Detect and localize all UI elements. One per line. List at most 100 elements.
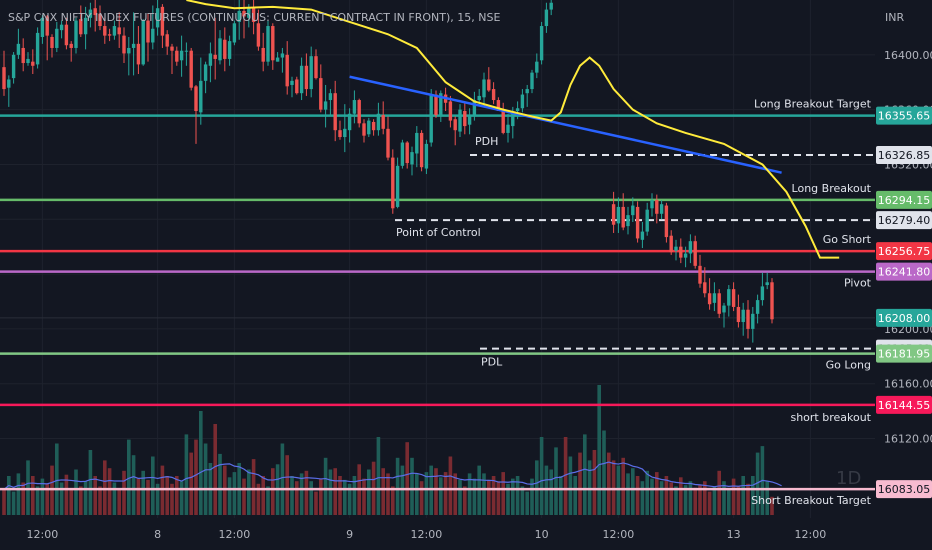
volume-bar [395, 457, 400, 515]
volume-bar [261, 476, 265, 515]
candle-body [352, 100, 357, 114]
candle-body [93, 8, 97, 16]
candle-body [491, 89, 496, 101]
grid [0, 0, 875, 518]
volume-bar [515, 476, 520, 515]
candle-body [79, 19, 83, 35]
volume-bar [635, 476, 640, 515]
trendline[interactable] [349, 75, 782, 174]
volume-bar [146, 479, 150, 515]
volume-bar [131, 455, 136, 515]
price-badge-text: 16355.65 [878, 110, 931, 123]
level-label: Go Long [826, 359, 871, 372]
candle-body [511, 112, 515, 127]
price-badge [876, 190, 932, 209]
price-badge-text: 16144.55 [878, 399, 931, 412]
volume-bar [103, 460, 107, 515]
candle-body [539, 26, 544, 61]
candle-body [127, 47, 131, 54]
volume-bar [511, 478, 515, 515]
volume-bar [141, 470, 145, 515]
volume-bar [98, 486, 102, 515]
volume-bar [127, 439, 131, 515]
volume-bar [203, 443, 208, 515]
volume-bar [194, 439, 198, 515]
candle-body [626, 215, 630, 227]
candle-body [155, 8, 160, 28]
candle-body [290, 80, 294, 85]
candle-body [107, 34, 112, 36]
volume-bar [16, 473, 21, 515]
volume-bar [501, 472, 505, 515]
candle-body [381, 115, 385, 129]
volume-bar [487, 479, 491, 515]
volume-bar [314, 491, 318, 515]
candle-body [429, 94, 433, 143]
volume-bar [712, 486, 717, 515]
volume-bar [549, 469, 553, 515]
volume-bar [7, 476, 11, 515]
candle-body [50, 37, 54, 48]
candle-body [391, 157, 395, 209]
price-badge [876, 146, 932, 165]
candle-body [645, 209, 649, 232]
candle-body [165, 34, 169, 47]
level-label: Go Short [823, 233, 872, 246]
candle-body [362, 123, 366, 136]
candle-body [405, 142, 409, 164]
candle-body [731, 289, 736, 307]
candle-body [218, 38, 222, 61]
volume-bar [155, 483, 160, 515]
candle-body [635, 206, 640, 239]
volume-bar [367, 469, 371, 515]
volume-bar [520, 486, 525, 515]
price-badges: 16355.65 16326.85 16294.15 16279.40 16256.75… [876, 106, 932, 499]
volume-bar [765, 481, 769, 515]
volume-bar [434, 468, 438, 515]
volume-bar [746, 483, 750, 515]
price-badge [876, 242, 932, 261]
candle-body [367, 120, 371, 135]
candle-body [664, 205, 669, 238]
candle-body [194, 86, 198, 111]
candle-body [7, 79, 11, 88]
x-tick-label: 12:00 [27, 528, 59, 541]
x-tick-labels: 12:00 8 12:00 9 12:00 10 12:00 13 12:00 [27, 528, 827, 541]
level-label: Long Breakout Target [754, 98, 872, 111]
volume-bar [280, 443, 285, 515]
volume-bar [179, 481, 184, 515]
volume-bar [79, 486, 83, 515]
volume-bar [688, 481, 693, 515]
candle-body [770, 282, 774, 320]
volume-bar [770, 496, 774, 515]
x-tick-label: 13 [727, 528, 741, 541]
volume-bar [443, 472, 448, 515]
candle-body [611, 204, 616, 225]
x-tick-label: 12:00 [795, 528, 827, 541]
candle-body [112, 26, 117, 36]
volume-bar [343, 479, 347, 515]
candle-body [703, 282, 707, 294]
candle-body [727, 289, 731, 306]
candle-body [98, 13, 102, 27]
candle-body [237, 10, 241, 22]
volume-bar [285, 455, 289, 515]
volume-ma-line [3, 461, 782, 490]
time-scale[interactable] [0, 518, 932, 550]
volume-bar [271, 468, 275, 515]
candle-body [467, 115, 472, 125]
volume-bar [583, 434, 587, 515]
volume-bar [122, 470, 126, 515]
volume-bar [698, 485, 702, 515]
candle-body [328, 93, 333, 101]
volume-bar [309, 481, 313, 515]
x-tick-label: 12:00 [603, 528, 635, 541]
candle-body [280, 53, 285, 58]
candle-body [501, 109, 505, 133]
candle-body [45, 16, 49, 36]
candle-body [26, 58, 30, 64]
price-badge [876, 395, 932, 414]
candle-body [256, 23, 261, 47]
volume-bar [299, 473, 304, 515]
